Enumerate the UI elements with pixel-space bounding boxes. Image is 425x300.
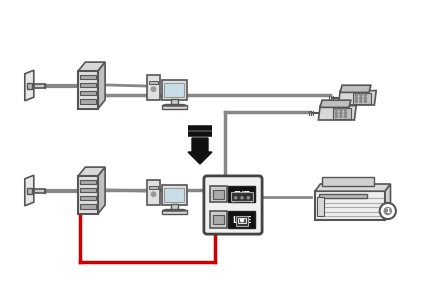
Bar xyxy=(147,180,160,205)
Circle shape xyxy=(355,97,357,99)
Bar xyxy=(34,84,45,88)
Circle shape xyxy=(355,94,357,96)
Bar xyxy=(78,176,98,214)
Bar xyxy=(236,216,248,226)
Bar xyxy=(320,194,367,198)
Bar xyxy=(165,103,183,106)
Circle shape xyxy=(340,109,342,111)
Bar xyxy=(80,204,96,208)
Bar xyxy=(80,196,96,200)
Circle shape xyxy=(340,115,342,118)
Circle shape xyxy=(360,94,362,96)
Bar xyxy=(149,81,158,84)
Circle shape xyxy=(235,197,237,199)
FancyBboxPatch shape xyxy=(204,176,262,234)
Bar xyxy=(164,83,184,97)
Polygon shape xyxy=(25,70,34,101)
Polygon shape xyxy=(385,184,391,220)
Bar xyxy=(162,80,187,100)
Circle shape xyxy=(355,100,357,103)
Circle shape xyxy=(344,115,346,118)
Circle shape xyxy=(247,197,249,199)
Circle shape xyxy=(384,207,391,214)
Polygon shape xyxy=(98,62,105,109)
Bar xyxy=(170,99,178,104)
Bar xyxy=(80,180,96,184)
Bar xyxy=(149,186,158,189)
Circle shape xyxy=(335,109,337,111)
Bar xyxy=(162,185,187,205)
Circle shape xyxy=(364,97,366,99)
Bar xyxy=(229,186,255,202)
Bar xyxy=(80,99,96,103)
Bar xyxy=(34,189,45,193)
Circle shape xyxy=(241,197,243,199)
Bar xyxy=(213,215,224,224)
Text: LINE: LINE xyxy=(232,216,252,225)
Bar xyxy=(333,108,351,119)
Bar xyxy=(162,105,187,109)
Bar xyxy=(78,71,98,109)
Polygon shape xyxy=(340,85,371,92)
Bar xyxy=(164,188,184,202)
Polygon shape xyxy=(78,62,105,71)
Circle shape xyxy=(344,112,346,114)
Circle shape xyxy=(151,192,156,196)
Circle shape xyxy=(241,219,244,222)
Polygon shape xyxy=(318,106,356,120)
Bar xyxy=(170,204,178,209)
Circle shape xyxy=(360,100,362,103)
Bar xyxy=(229,211,255,227)
Bar xyxy=(80,83,96,87)
Circle shape xyxy=(247,197,249,199)
Bar xyxy=(80,188,96,192)
Bar xyxy=(213,190,224,199)
Circle shape xyxy=(344,109,346,111)
Circle shape xyxy=(151,87,156,92)
Bar xyxy=(162,210,187,214)
Bar xyxy=(28,83,32,89)
Circle shape xyxy=(364,94,366,96)
Circle shape xyxy=(340,112,342,114)
Bar xyxy=(28,188,32,194)
Bar xyxy=(315,191,385,220)
Bar xyxy=(165,208,183,211)
Bar xyxy=(210,211,227,227)
Bar xyxy=(210,186,227,202)
Bar xyxy=(238,218,246,223)
Polygon shape xyxy=(25,175,34,206)
Bar xyxy=(80,91,96,95)
Bar xyxy=(231,192,253,200)
Text: EXT.: EXT. xyxy=(233,190,251,200)
FancyArrow shape xyxy=(188,138,212,164)
Polygon shape xyxy=(315,184,391,191)
Circle shape xyxy=(364,100,366,103)
Polygon shape xyxy=(78,167,105,176)
Text: 1: 1 xyxy=(385,208,390,214)
Circle shape xyxy=(335,112,337,114)
Circle shape xyxy=(241,197,243,199)
Bar xyxy=(147,75,160,100)
Bar xyxy=(353,93,371,104)
Circle shape xyxy=(235,197,237,199)
Bar xyxy=(80,75,96,79)
Circle shape xyxy=(335,115,337,118)
Polygon shape xyxy=(98,167,105,214)
Polygon shape xyxy=(320,100,351,107)
Circle shape xyxy=(360,97,362,99)
Bar xyxy=(322,177,374,186)
Circle shape xyxy=(380,203,396,219)
Polygon shape xyxy=(338,91,376,105)
Bar xyxy=(317,196,324,216)
